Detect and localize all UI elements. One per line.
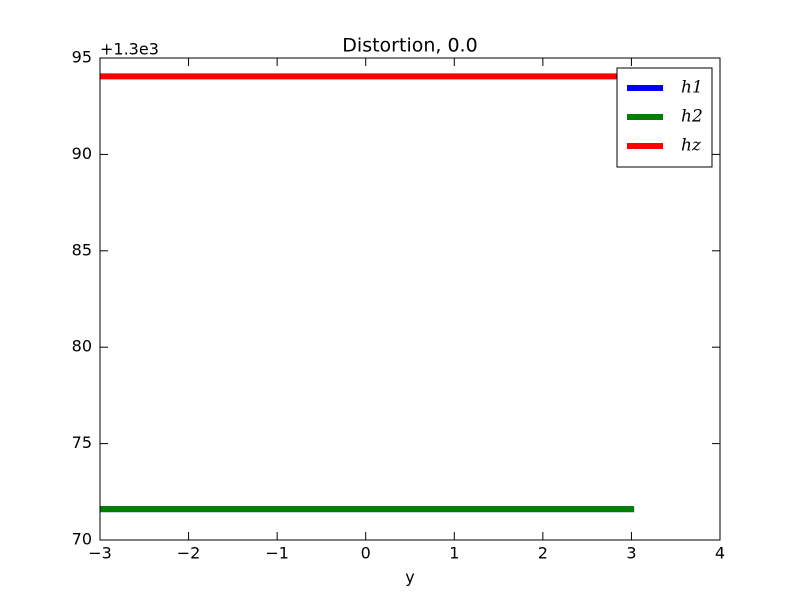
y-tick-label: 75	[72, 433, 92, 452]
x-tick-label: 3	[626, 544, 636, 563]
y-tick-label: 80	[72, 337, 92, 356]
x-tick-label: −1	[265, 544, 289, 563]
legend-label: h1	[681, 78, 703, 98]
chart-title: Distortion, 0.0	[342, 35, 477, 57]
legend-label: h2	[681, 107, 703, 127]
y-tick-label: 90	[72, 144, 92, 163]
legend-label: hz	[681, 136, 702, 156]
x-tick-label: 1	[449, 544, 459, 563]
y-tick-label: 85	[72, 240, 92, 259]
y-tick-label: 70	[72, 530, 92, 549]
y-tick-label: 95	[72, 48, 92, 67]
x-tick-label: −2	[177, 544, 201, 563]
x-tick-label: 0	[361, 544, 371, 563]
x-tick-label: 4	[715, 544, 725, 563]
x-axis-label: y	[405, 568, 414, 587]
x-tick-label: −3	[88, 544, 112, 563]
plot-frame	[99, 57, 721, 541]
y-offset-label: +1.3e3	[100, 40, 159, 59]
x-tick-label: 2	[538, 544, 548, 563]
